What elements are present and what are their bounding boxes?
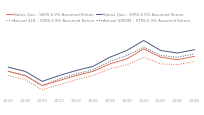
Status Quo – SERS 6.9% Assumed Return [108,64,111,65]
Status Quo – STRS 6.9% Assumed Return [142,40,144,42]
Status Quo – STRS 6.9% Assumed Return [7,67,10,68]
Status Quo – STRS 6.9% Assumed Return [125,50,128,52]
Annual $1B – SERS 6.9% Assumed Return [91,75,94,77]
Annual $1B – SERS 6.9% Assumed Return [192,61,195,63]
Annual $1B – SERS 6.9% Assumed Return [175,64,178,66]
Annual $1B – SERS 6.9% Assumed Return [142,57,144,58]
Annual $1B – SERS 6.9% Assumed Return [159,64,161,65]
Annual $1B – SERS 6.9% Assumed Return [74,79,77,81]
Status Quo – SERS 6.9% Assumed Return [41,85,43,86]
Annual $800M – STRS 6.9% Assumed Return [175,57,178,58]
Status Quo – SERS 6.9% Assumed Return [74,75,77,77]
Status Quo – SERS 6.9% Assumed Return [175,59,178,61]
Line: Annual $800M – STRS 6.9% Assumed Return: Annual $800M – STRS 6.9% Assumed Return [8,48,194,86]
Annual $800M – STRS 6.9% Assumed Return [142,47,144,48]
Status Quo – STRS 6.9% Assumed Return [91,66,94,68]
Status Quo – STRS 6.9% Assumed Return [159,50,161,52]
Annual $800M – STRS 6.9% Assumed Return [41,85,43,86]
Annual $800M – STRS 6.9% Assumed Return [58,79,60,80]
Status Quo – SERS 6.9% Assumed Return [159,57,161,58]
Status Quo – STRS 6.9% Assumed Return [175,53,178,54]
Line: Status Quo – STRS 6.9% Assumed Return: Status Quo – STRS 6.9% Assumed Return [8,41,194,82]
Annual $800M – STRS 6.9% Assumed Return [91,69,94,71]
Status Quo – SERS 6.9% Assumed Return [192,56,195,58]
Status Quo – SERS 6.9% Assumed Return [142,49,144,50]
Status Quo – STRS 6.9% Assumed Return [108,57,111,58]
Annual $800M – STRS 6.9% Assumed Return [7,71,10,72]
Status Quo – SERS 6.9% Assumed Return [24,75,26,77]
Annual $800M – STRS 6.9% Assumed Return [108,61,111,63]
Status Quo – SERS 6.9% Assumed Return [125,59,128,60]
Legend: Status Quo – SERS 6.9% Assumed Return, Annual $1B – SERS 6.9% Assumed Return, St: Status Quo – SERS 6.9% Assumed Return, A… [6,13,190,23]
Annual $1B – SERS 6.9% Assumed Return [24,79,26,81]
Status Quo – SERS 6.9% Assumed Return [91,71,94,72]
Annual $800M – STRS 6.9% Assumed Return [24,75,26,77]
Status Quo – STRS 6.9% Assumed Return [24,71,26,72]
Status Quo – STRS 6.9% Assumed Return [58,75,60,77]
Annual $1B – SERS 6.9% Assumed Return [125,64,128,66]
Status Quo – STRS 6.9% Assumed Return [41,81,43,82]
Annual $800M – STRS 6.9% Assumed Return [159,55,161,57]
Annual $800M – STRS 6.9% Assumed Return [192,54,195,55]
Annual $1B – SERS 6.9% Assumed Return [41,89,43,91]
Annual $800M – STRS 6.9% Assumed Return [74,74,77,75]
Annual $1B – SERS 6.9% Assumed Return [58,84,60,86]
Line: Status Quo – SERS 6.9% Assumed Return: Status Quo – SERS 6.9% Assumed Return [8,49,194,86]
Line: Annual $1B – SERS 6.9% Assumed Return: Annual $1B – SERS 6.9% Assumed Return [8,58,194,90]
Status Quo – STRS 6.9% Assumed Return [74,70,77,72]
Annual $1B – SERS 6.9% Assumed Return [7,75,10,77]
Status Quo – SERS 6.9% Assumed Return [58,80,60,82]
Annual $800M – STRS 6.9% Assumed Return [125,55,128,57]
Status Quo – STRS 6.9% Assumed Return [192,50,195,51]
Status Quo – SERS 6.9% Assumed Return [7,71,10,72]
Annual $1B – SERS 6.9% Assumed Return [108,69,111,70]
